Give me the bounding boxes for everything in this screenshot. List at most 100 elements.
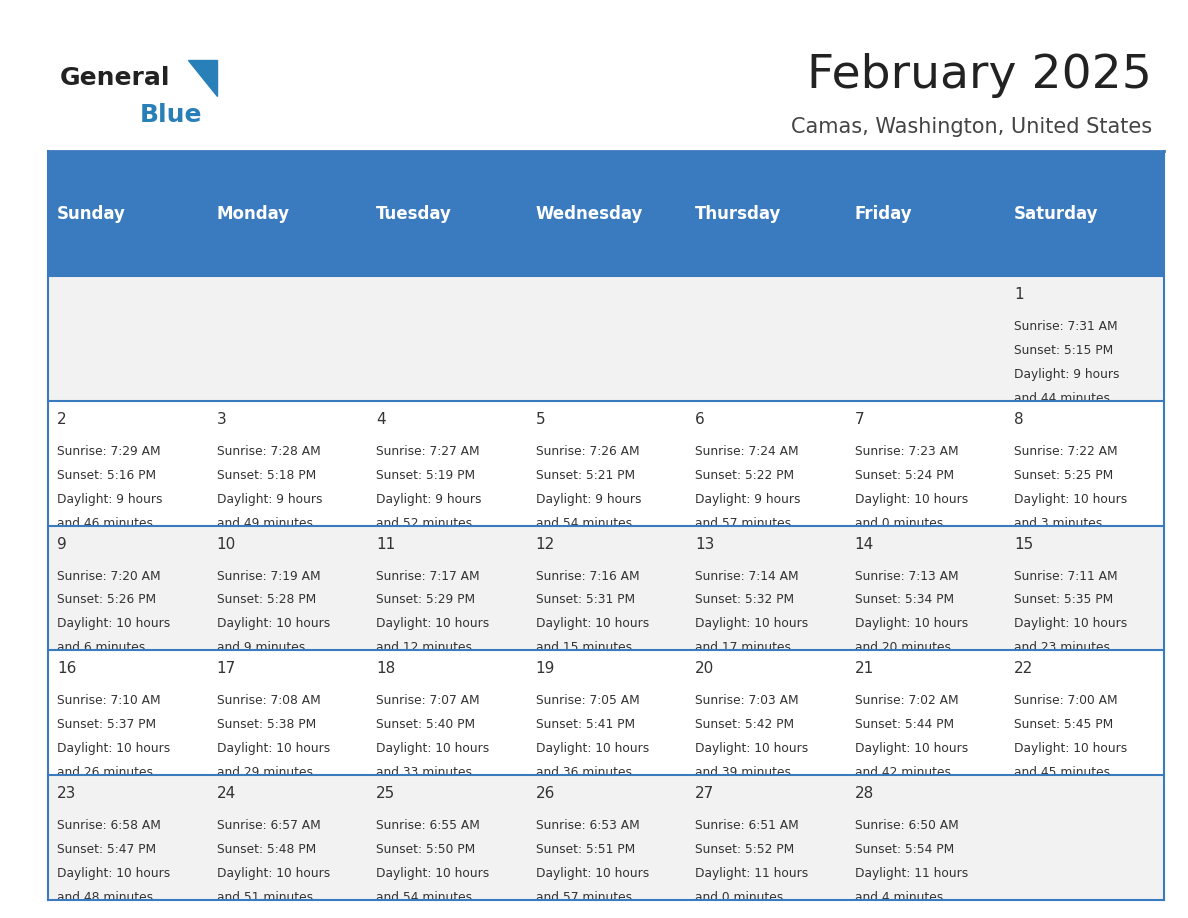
Text: Daylight: 10 hours: Daylight: 10 hours bbox=[536, 617, 649, 631]
Text: and 17 minutes.: and 17 minutes. bbox=[695, 641, 795, 655]
Text: and 9 minutes.: and 9 minutes. bbox=[216, 641, 309, 655]
Text: 20: 20 bbox=[695, 661, 714, 677]
Text: Sunset: 5:19 PM: Sunset: 5:19 PM bbox=[377, 469, 475, 482]
Text: Sunrise: 6:58 AM: Sunrise: 6:58 AM bbox=[57, 819, 160, 832]
Text: 28: 28 bbox=[854, 786, 874, 801]
Text: Sunset: 5:31 PM: Sunset: 5:31 PM bbox=[536, 593, 634, 607]
Text: and 48 minutes.: and 48 minutes. bbox=[57, 890, 157, 903]
Text: Daylight: 10 hours: Daylight: 10 hours bbox=[216, 867, 330, 879]
Text: Daylight: 10 hours: Daylight: 10 hours bbox=[377, 867, 489, 879]
Text: 24: 24 bbox=[216, 786, 235, 801]
Text: 12: 12 bbox=[536, 536, 555, 552]
Text: and 20 minutes.: and 20 minutes. bbox=[854, 641, 954, 655]
Text: and 15 minutes.: and 15 minutes. bbox=[536, 641, 636, 655]
Text: Monday: Monday bbox=[216, 205, 290, 223]
Text: Daylight: 10 hours: Daylight: 10 hours bbox=[377, 617, 489, 631]
Text: Sunrise: 7:31 AM: Sunrise: 7:31 AM bbox=[1015, 320, 1118, 333]
Bar bbox=[48, 276, 1164, 401]
Text: Sunset: 5:42 PM: Sunset: 5:42 PM bbox=[695, 718, 795, 731]
Text: 14: 14 bbox=[854, 536, 874, 552]
Text: Sunrise: 7:24 AM: Sunrise: 7:24 AM bbox=[695, 445, 798, 458]
Text: Sunrise: 7:26 AM: Sunrise: 7:26 AM bbox=[536, 445, 639, 458]
Text: and 57 minutes.: and 57 minutes. bbox=[695, 517, 795, 530]
Text: Sunrise: 7:14 AM: Sunrise: 7:14 AM bbox=[695, 569, 798, 583]
Text: 25: 25 bbox=[377, 786, 396, 801]
Text: and 42 minutes.: and 42 minutes. bbox=[854, 766, 954, 778]
Text: and 36 minutes.: and 36 minutes. bbox=[536, 766, 636, 778]
Text: Daylight: 10 hours: Daylight: 10 hours bbox=[57, 867, 170, 879]
Text: Sunset: 5:41 PM: Sunset: 5:41 PM bbox=[536, 718, 634, 731]
Text: Sunset: 5:51 PM: Sunset: 5:51 PM bbox=[536, 843, 634, 856]
Text: Sunrise: 7:11 AM: Sunrise: 7:11 AM bbox=[1015, 569, 1118, 583]
Text: and 12 minutes.: and 12 minutes. bbox=[377, 641, 476, 655]
Text: Sunday: Sunday bbox=[57, 205, 126, 223]
Text: 21: 21 bbox=[854, 661, 874, 677]
Text: Friday: Friday bbox=[854, 205, 912, 223]
Text: Sunset: 5:28 PM: Sunset: 5:28 PM bbox=[216, 593, 316, 607]
Text: and 57 minutes.: and 57 minutes. bbox=[536, 890, 636, 903]
Text: Sunset: 5:16 PM: Sunset: 5:16 PM bbox=[57, 469, 156, 482]
Text: Sunset: 5:24 PM: Sunset: 5:24 PM bbox=[854, 469, 954, 482]
Text: Sunrise: 7:10 AM: Sunrise: 7:10 AM bbox=[57, 694, 160, 707]
Text: Daylight: 9 hours: Daylight: 9 hours bbox=[57, 493, 163, 506]
Text: 17: 17 bbox=[216, 661, 235, 677]
Text: Wednesday: Wednesday bbox=[536, 205, 643, 223]
Text: Sunset: 5:26 PM: Sunset: 5:26 PM bbox=[57, 593, 156, 607]
Text: Daylight: 9 hours: Daylight: 9 hours bbox=[377, 493, 481, 506]
Text: Daylight: 10 hours: Daylight: 10 hours bbox=[854, 742, 968, 755]
Text: 11: 11 bbox=[377, 536, 396, 552]
Text: Sunset: 5:22 PM: Sunset: 5:22 PM bbox=[695, 469, 795, 482]
Text: Sunrise: 7:20 AM: Sunrise: 7:20 AM bbox=[57, 569, 160, 583]
Text: Sunrise: 7:16 AM: Sunrise: 7:16 AM bbox=[536, 569, 639, 583]
Text: Sunrise: 7:05 AM: Sunrise: 7:05 AM bbox=[536, 694, 639, 707]
Text: 19: 19 bbox=[536, 661, 555, 677]
Text: Sunset: 5:38 PM: Sunset: 5:38 PM bbox=[216, 718, 316, 731]
Text: Sunrise: 7:27 AM: Sunrise: 7:27 AM bbox=[377, 445, 480, 458]
Text: Sunset: 5:45 PM: Sunset: 5:45 PM bbox=[1015, 718, 1113, 731]
Text: Sunset: 5:29 PM: Sunset: 5:29 PM bbox=[377, 593, 475, 607]
Text: Sunrise: 7:29 AM: Sunrise: 7:29 AM bbox=[57, 445, 160, 458]
Text: 18: 18 bbox=[377, 661, 396, 677]
Text: and 46 minutes.: and 46 minutes. bbox=[57, 517, 157, 530]
Text: Sunset: 5:52 PM: Sunset: 5:52 PM bbox=[695, 843, 795, 856]
Text: 4: 4 bbox=[377, 412, 386, 427]
Text: Sunrise: 6:51 AM: Sunrise: 6:51 AM bbox=[695, 819, 798, 832]
Text: Daylight: 10 hours: Daylight: 10 hours bbox=[1015, 493, 1127, 506]
Text: Sunset: 5:48 PM: Sunset: 5:48 PM bbox=[216, 843, 316, 856]
Text: 16: 16 bbox=[57, 661, 76, 677]
Text: Sunrise: 7:08 AM: Sunrise: 7:08 AM bbox=[216, 694, 321, 707]
Text: General: General bbox=[59, 66, 170, 90]
Text: Sunrise: 7:28 AM: Sunrise: 7:28 AM bbox=[216, 445, 321, 458]
Text: Daylight: 9 hours: Daylight: 9 hours bbox=[1015, 368, 1120, 381]
Bar bbox=[48, 525, 1164, 650]
Text: Sunset: 5:54 PM: Sunset: 5:54 PM bbox=[854, 843, 954, 856]
Text: Sunrise: 7:17 AM: Sunrise: 7:17 AM bbox=[377, 569, 480, 583]
Text: 8: 8 bbox=[1015, 412, 1024, 427]
Text: Daylight: 10 hours: Daylight: 10 hours bbox=[695, 742, 808, 755]
Text: Thursday: Thursday bbox=[695, 205, 782, 223]
Text: Sunset: 5:32 PM: Sunset: 5:32 PM bbox=[695, 593, 795, 607]
Text: Sunset: 5:21 PM: Sunset: 5:21 PM bbox=[536, 469, 634, 482]
Text: Daylight: 10 hours: Daylight: 10 hours bbox=[536, 867, 649, 879]
Text: Daylight: 10 hours: Daylight: 10 hours bbox=[695, 617, 808, 631]
Text: Sunrise: 7:02 AM: Sunrise: 7:02 AM bbox=[854, 694, 959, 707]
Text: Sunset: 5:18 PM: Sunset: 5:18 PM bbox=[216, 469, 316, 482]
Text: 5: 5 bbox=[536, 412, 545, 427]
Bar bbox=[48, 401, 1164, 525]
Text: and 23 minutes.: and 23 minutes. bbox=[1015, 641, 1114, 655]
Text: and 4 minutes.: and 4 minutes. bbox=[854, 890, 947, 903]
Text: Sunrise: 7:07 AM: Sunrise: 7:07 AM bbox=[377, 694, 480, 707]
Text: and 0 minutes.: and 0 minutes. bbox=[854, 517, 947, 530]
Text: 10: 10 bbox=[216, 536, 235, 552]
Text: Daylight: 10 hours: Daylight: 10 hours bbox=[1015, 617, 1127, 631]
Text: and 26 minutes.: and 26 minutes. bbox=[57, 766, 157, 778]
Text: and 0 minutes.: and 0 minutes. bbox=[695, 890, 788, 903]
Text: 3: 3 bbox=[216, 412, 226, 427]
Text: Sunset: 5:40 PM: Sunset: 5:40 PM bbox=[377, 718, 475, 731]
Text: 23: 23 bbox=[57, 786, 76, 801]
Text: February 2025: February 2025 bbox=[808, 52, 1152, 98]
Text: Sunrise: 6:50 AM: Sunrise: 6:50 AM bbox=[854, 819, 959, 832]
Text: Tuesday: Tuesday bbox=[377, 205, 451, 223]
Text: Sunrise: 7:03 AM: Sunrise: 7:03 AM bbox=[695, 694, 798, 707]
Polygon shape bbox=[188, 60, 217, 96]
